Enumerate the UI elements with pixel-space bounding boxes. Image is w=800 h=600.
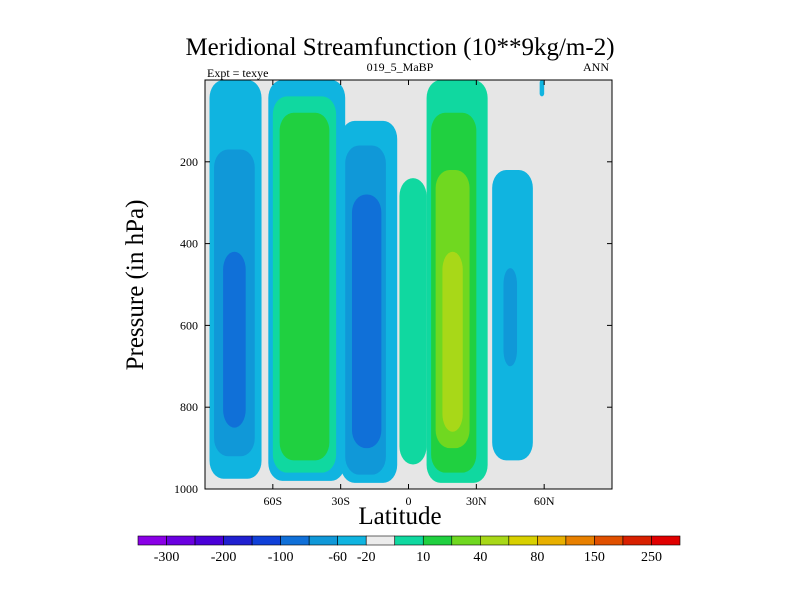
contour-region-9 [399,178,427,465]
x-tick-label-4: 60N [534,494,555,508]
colorbar-label-1: -200 [211,550,237,565]
x-tick-label-0: 60S [263,494,282,508]
colorbar-label-4: -20 [357,550,376,565]
colorbar-swatch-3 [223,535,253,546]
y-tick-label-1: 400 [180,237,198,251]
colorbar-swatch-6 [308,535,338,546]
colorbar-swatch-14 [537,535,567,546]
x-tick-label-3: 30N [466,494,487,508]
colorbar-swatch-0 [137,535,167,546]
contour-region-5 [279,112,330,461]
contour-region-16 [539,80,545,97]
colorbar-swatch-9 [394,535,424,546]
contour-region-15 [503,268,518,367]
chart-subtitle: 019_5_MaBP [366,60,434,74]
y-tick-label-2: 600 [180,318,198,332]
y-tick-label-3: 800 [180,400,198,414]
colorbar-label-8: 150 [584,550,605,565]
colorbar-swatch-17 [622,535,652,546]
colorbar-swatch-12 [480,535,510,546]
colorbar-swatch-18 [651,535,681,546]
axes-layer: 60S 30S 0 30N 60N 200 400 600 800 1000 [174,80,612,508]
colorbar-swatch-13 [508,535,538,546]
colorbar-swatch-2 [194,535,224,546]
colorbar: -300 -200 -100 -60 -20 10 40 80 150 250 [137,535,681,565]
experiment-label: Expt = texye [207,66,269,80]
x-axis-label: Latitude [358,503,442,530]
x-tick-label-2: 0 [406,494,412,508]
colorbar-swatch-15 [565,535,595,546]
y-tick-label-4: 1000 [174,482,198,496]
colorbar-label-9: 250 [641,550,662,565]
contour-region-2 [223,251,246,428]
colorbar-swatch-11 [451,535,481,546]
x-tick-label-1: 30S [331,494,350,508]
colorbar-swatch-16 [594,535,624,546]
colorbar-label-7: 80 [530,550,544,565]
y-tick-label-0: 200 [180,155,198,169]
colorbar-swatch-8 [365,535,396,546]
colorbar-swatch-7 [337,535,367,546]
colorbar-label-5: 10 [416,550,430,565]
contour-fill-layer [209,80,545,483]
colorbar-swatch-5 [280,535,310,546]
colorbar-swatch-4 [251,535,281,546]
contour-region-13 [442,251,463,432]
colorbar-label-6: 40 [473,550,487,565]
chart-title: Meridional Streamfunction (10**9kg/m-2) [185,34,615,61]
season-label: ANN [583,60,609,74]
colorbar-swatch-10 [422,535,453,546]
contour-region-8 [351,194,382,449]
colorbar-swatch-1 [166,535,196,546]
colorbar-label-0: -300 [154,550,180,565]
colorbar-label-2: -100 [268,550,294,565]
colorbar-label-3: -60 [328,550,347,565]
